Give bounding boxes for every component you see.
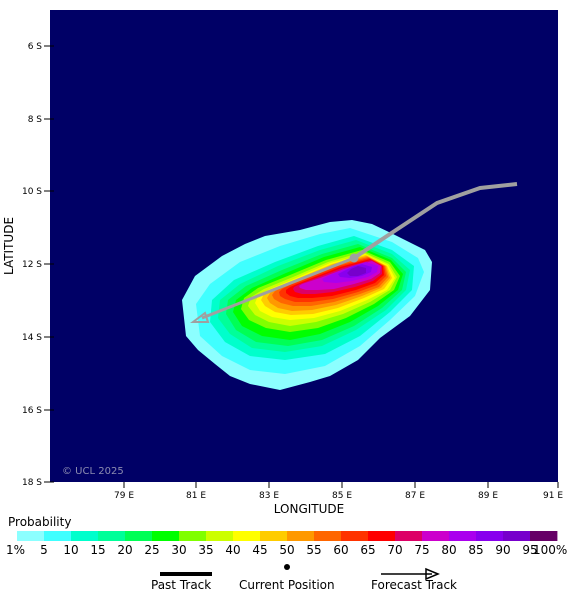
color-scale-label: 75: [414, 543, 430, 557]
color-scale-swatch: [125, 531, 153, 541]
x-tick-label: 85 E: [332, 491, 352, 501]
color-scale-swatch: [44, 531, 72, 541]
color-scale-swatch: [206, 531, 234, 541]
color-scale-swatch: [449, 531, 477, 541]
color-scale-swatch: [341, 531, 369, 541]
probability-band-90: [347, 266, 366, 276]
x-tick-label: 89 E: [478, 491, 498, 501]
forecast-track-legend-label: Forecast Track: [371, 578, 457, 592]
color-scale-label: 5: [40, 543, 48, 557]
x-tick-label: 81 E: [186, 491, 206, 501]
color-scale-label: 45: [252, 543, 268, 557]
y-axis-ticks: 6 S 8 S 10 S 12 S 14 S 16 S 18 S: [22, 42, 54, 488]
color-scale-label: 55: [306, 543, 322, 557]
color-scale-swatch: [395, 531, 423, 541]
copyright-text: © UCL 2025: [62, 466, 124, 477]
forecast-track-line: [201, 256, 355, 320]
x-tick-label: 91 E: [543, 491, 563, 501]
color-scale-label: 10: [63, 543, 79, 557]
color-scale-label: 100%: [532, 543, 568, 557]
forecast-arrow-head: [190, 311, 210, 323]
color-scale-swatch: [476, 531, 504, 541]
color-scale-swatch: [503, 531, 531, 541]
color-scale-label: 15: [90, 543, 106, 557]
legend-title: Probability: [8, 515, 72, 529]
x-tick-label: 87 E: [405, 491, 425, 501]
y-tick-label: 6 S: [28, 42, 43, 52]
color-scale-swatch: [422, 531, 450, 541]
color-scale-swatch: [17, 531, 45, 541]
color-scale-label: 1%: [6, 543, 26, 557]
x-axis-ticks: 79 E 81 E 83 E 85 E 87 E 89 E 91 E: [114, 482, 563, 501]
x-axis-title: LONGITUDE: [274, 502, 344, 516]
color-scale-swatch: [314, 531, 342, 541]
y-tick-label: 16 S: [22, 406, 42, 416]
color-scale-label: 80: [441, 543, 457, 557]
color-scale-label: 70: [387, 543, 403, 557]
probability-scale-labels: 1% 5 10 15 20 25 30 35 40 45 50 55 60 65 70 75 80 85 90 95 1…: [0, 543, 580, 557]
y-tick-label: 18 S: [22, 478, 42, 488]
x-tick-label: 83 E: [259, 491, 279, 501]
forecast-track-legend-arrow-icon: [425, 567, 440, 581]
color-scale-swatch: [98, 531, 126, 541]
color-scale-label: 35: [198, 543, 214, 557]
color-scale-swatch: [71, 531, 99, 541]
current-position-legend-label: Current Position: [239, 578, 335, 592]
y-tick-label: 8 S: [28, 115, 43, 125]
color-scale-swatch: [233, 531, 261, 541]
color-scale-swatch: [179, 531, 207, 541]
y-tick-label: 10 S: [22, 187, 42, 197]
color-scale-label: 85: [468, 543, 484, 557]
color-scale-label: 25: [144, 543, 160, 557]
color-scale-label: 50: [279, 543, 295, 557]
color-scale-label: 30: [171, 543, 187, 557]
color-scale-swatch: [368, 531, 396, 541]
color-scale-label: 20: [117, 543, 133, 557]
probability-color-scale: [17, 531, 558, 541]
current-position-legend-dot: [284, 564, 290, 570]
color-scale-label: 95: [522, 543, 538, 557]
color-scale-swatch: [260, 531, 288, 541]
probability-swath: [182, 220, 432, 390]
color-scale-swatch: [287, 531, 315, 541]
y-tick-label: 12 S: [22, 260, 42, 270]
past-track-line: [352, 182, 518, 260]
color-scale-label: 60: [333, 543, 349, 557]
current-position-marker: [349, 253, 359, 263]
color-scale-label: 65: [360, 543, 376, 557]
y-axis-title: LATITUDE: [2, 217, 16, 275]
x-tick-label: 79 E: [114, 491, 134, 501]
color-scale-label: 90: [495, 543, 511, 557]
past-track-legend-label: Past Track: [151, 578, 212, 592]
y-tick-label: 14 S: [22, 333, 42, 343]
color-scale-swatch: [152, 531, 180, 541]
color-scale-label: 40: [225, 543, 241, 557]
color-scale-swatch: [530, 531, 558, 541]
